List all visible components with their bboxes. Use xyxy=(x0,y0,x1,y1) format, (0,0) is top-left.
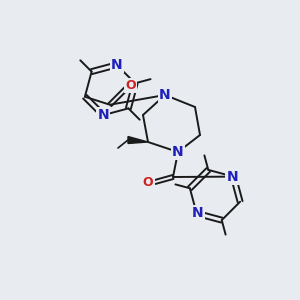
Text: N: N xyxy=(111,58,122,72)
Text: O: O xyxy=(126,79,136,92)
Text: N: N xyxy=(172,145,184,159)
Text: N: N xyxy=(98,108,109,122)
Polygon shape xyxy=(128,136,148,143)
Text: N: N xyxy=(226,169,238,184)
Text: N: N xyxy=(192,206,203,220)
Text: N: N xyxy=(159,88,171,102)
Text: O: O xyxy=(143,176,153,188)
